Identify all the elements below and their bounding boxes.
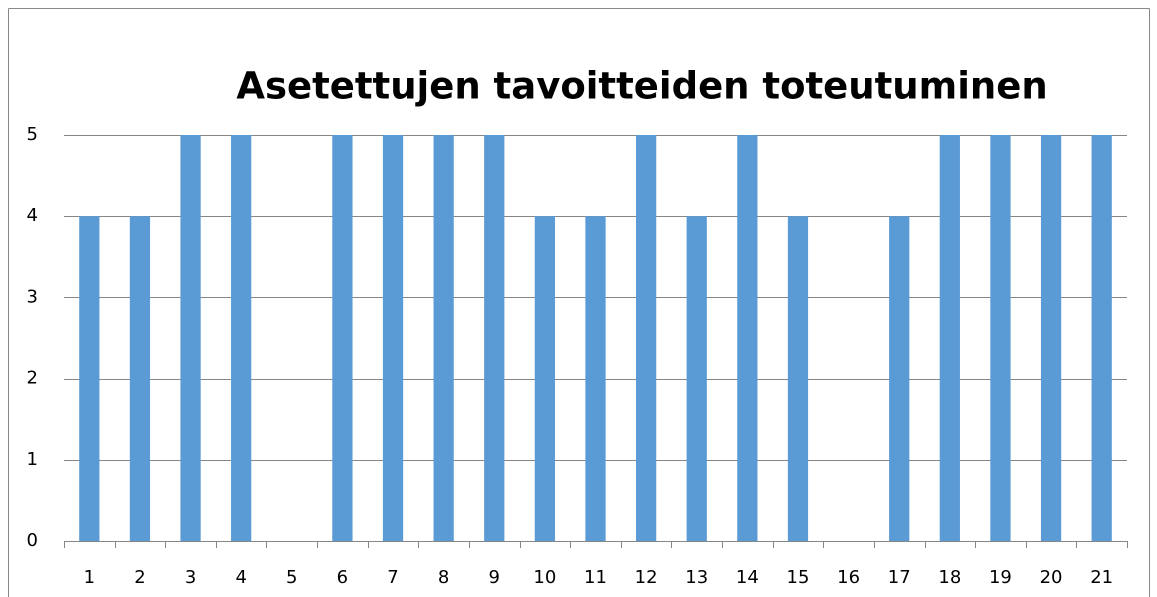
x-tick-label: 2 [134, 567, 145, 588]
bar [534, 216, 556, 541]
y-tick-label: 4 [27, 205, 38, 226]
x-tick-label: 8 [438, 567, 449, 588]
bar [737, 135, 758, 541]
y-tick-label: 0 [27, 530, 38, 551]
bar [484, 135, 505, 541]
x-tick-label: 13 [685, 567, 708, 588]
x-tick-label: 19 [989, 567, 1012, 588]
y-tick-label: 2 [27, 368, 38, 389]
x-tick-label: 12 [635, 567, 658, 588]
bar [585, 216, 606, 541]
y-tick-label: 5 [27, 124, 38, 145]
bar [787, 216, 809, 541]
bar [1091, 135, 1112, 541]
x-tick-label: 17 [888, 567, 911, 588]
x-tick-label: 18 [938, 567, 961, 588]
bar [180, 135, 201, 541]
x-tick-label: 16 [837, 567, 860, 588]
bar [1040, 135, 1062, 541]
bar [332, 135, 353, 541]
x-tick-label: 21 [1090, 567, 1113, 588]
bar [889, 216, 910, 541]
y-tick-label: 3 [27, 286, 38, 307]
bar [939, 135, 960, 541]
x-tick-label: 14 [736, 567, 759, 588]
x-tick-label: 5 [286, 567, 297, 588]
y-tick-label: 1 [27, 449, 38, 470]
x-tick-label: 4 [235, 567, 246, 588]
x-tick-label: 15 [787, 567, 810, 588]
bar [433, 135, 454, 541]
chart-title: Asetettujen tavoitteiden toteutuminen [236, 65, 1047, 108]
x-tick-label: 3 [185, 567, 196, 588]
bar [231, 135, 252, 541]
x-tick-label: 6 [337, 567, 348, 588]
bar [382, 135, 404, 541]
x-tick-label: 20 [1040, 567, 1063, 588]
x-tick-label: 9 [489, 567, 500, 588]
x-tick-label: 10 [533, 567, 556, 588]
bar [79, 216, 100, 541]
x-tick-label: 7 [387, 567, 398, 588]
x-tick-label: 1 [84, 567, 95, 588]
bar [990, 135, 1011, 541]
bar [635, 135, 657, 541]
bar [686, 216, 707, 541]
x-tick-label: 11 [584, 567, 607, 588]
bar [129, 216, 151, 541]
